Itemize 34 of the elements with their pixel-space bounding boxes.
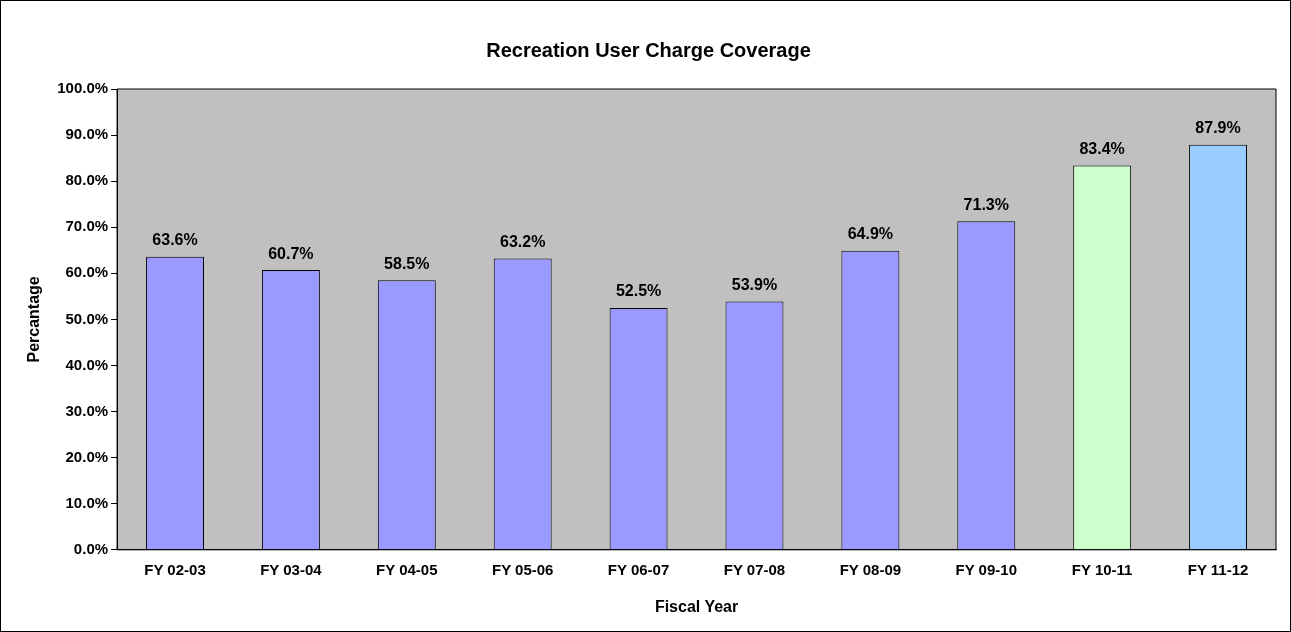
x-tick-label: FY 04-05 bbox=[376, 560, 438, 578]
data-label: 87.9% bbox=[1195, 119, 1241, 137]
y-tick-label: 80.0% bbox=[65, 171, 109, 189]
x-tick-label: FY 05-06 bbox=[491, 560, 554, 578]
x-tick-label: FY 10-11 bbox=[1071, 560, 1133, 578]
y-tick-label: 70.0% bbox=[65, 217, 109, 235]
y-tick-label: 10.0% bbox=[65, 493, 109, 511]
x-axis-title: Fiscal Year bbox=[654, 597, 739, 615]
y-tick-label: 60.0% bbox=[65, 263, 109, 281]
x-tick-label: FY 11-12 bbox=[1187, 560, 1249, 578]
y-tick-label: 40.0% bbox=[65, 355, 109, 373]
y-axis-title: Percantage bbox=[25, 276, 43, 363]
y-tick-label: 90.0% bbox=[65, 125, 109, 143]
data-label: 58.5% bbox=[384, 254, 430, 272]
x-tick-label: FY 06-07 bbox=[607, 560, 670, 578]
y-tick-label: 50.0% bbox=[65, 309, 109, 327]
x-tick-label: FY 08-09 bbox=[839, 560, 902, 578]
x-tick-label: FY 03-04 bbox=[260, 560, 323, 578]
data-label: 63.6% bbox=[152, 231, 198, 249]
x-tick-label: FY 07-08 bbox=[723, 560, 786, 578]
data-label: 71.3% bbox=[963, 195, 1009, 213]
data-label: 63.2% bbox=[500, 232, 546, 250]
x-tick-label: FY 09-10 bbox=[955, 560, 1017, 578]
x-tick-label: FY 02-03 bbox=[144, 560, 206, 578]
y-tick-label: 0.0% bbox=[73, 539, 109, 557]
y-tick-label: 100.0% bbox=[57, 79, 109, 97]
y-tick-label: 20.0% bbox=[65, 447, 109, 465]
data-label: 52.5% bbox=[615, 282, 662, 300]
data-label: 64.9% bbox=[847, 225, 894, 243]
chart-title: Recreation User Charge Coverage bbox=[486, 38, 811, 61]
data-label: 83.4% bbox=[1079, 139, 1125, 157]
y-tick-label: 30.0% bbox=[65, 401, 109, 419]
data-label: 53.9% bbox=[731, 275, 778, 293]
data-label: 60.7% bbox=[268, 244, 314, 262]
